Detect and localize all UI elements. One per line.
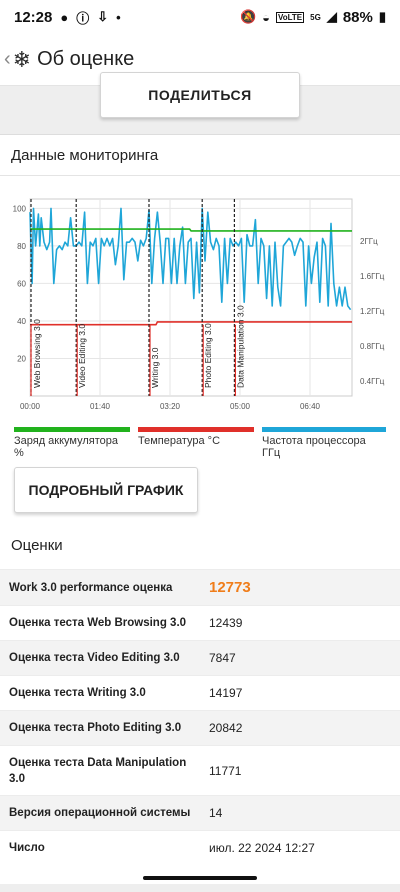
- legend-battery-swatch: [14, 427, 130, 432]
- legend-cpu-label: Частота процессора ГГц: [262, 435, 366, 459]
- info-icon: ⓘ: [76, 10, 90, 26]
- table-row: Work 3.0 performance оценка 12773: [0, 569, 400, 605]
- overall-score-value: 12773: [209, 579, 251, 596]
- test-marker-label: Video Editing 3.0: [77, 324, 87, 388]
- test-marker-label: Writing 3.0: [150, 347, 160, 388]
- test-marker-label: Web Browsing 3.0: [32, 319, 42, 388]
- battery-line: [30, 228, 352, 232]
- scores-title: Оценки: [11, 537, 63, 554]
- legend-temperature-label: Температура °C: [138, 435, 221, 447]
- table-row: Оценка теста Video Editing 3.0 7847: [0, 640, 400, 675]
- table-row: Версия операционной системы 14: [0, 795, 400, 830]
- x-tick-label: 00:00: [20, 402, 41, 411]
- y-left-tick-label: 20: [17, 354, 26, 363]
- legend-temperature-swatch: [138, 427, 254, 432]
- table-row: Оценка теста Photo Editing 3.0 20842: [0, 710, 400, 745]
- row-label: Оценка теста Photo Editing 3.0: [9, 722, 182, 734]
- gesture-nav-handle[interactable]: [143, 876, 257, 880]
- row-value: 7847: [209, 651, 236, 665]
- page-title: Об оценке: [37, 48, 135, 70]
- test-marker-label: Photo Editing 3.0: [203, 323, 213, 388]
- y-left-tick-label: 100: [13, 204, 27, 213]
- monitoring-chart: 20 40 60 80 100 0.4ГГц 0.8ГГц 1.2ГГц 1.6ГГц 2ГГц 0…: [13, 198, 385, 411]
- y-right-tick-label: 1.2ГГц: [360, 307, 385, 316]
- back-icon[interactable]: ‹: [4, 48, 11, 70]
- y-right-tick-label: 2ГГц: [360, 237, 378, 246]
- status-time: 12:28: [14, 8, 53, 26]
- battery-icon: ▮: [378, 9, 386, 24]
- legend-battery-label: Заряд аккумулятора %: [14, 435, 119, 459]
- row-value: 14197: [209, 686, 243, 700]
- snowflake-logo-icon: ❄: [12, 46, 32, 72]
- volte-badge: VoLTE: [275, 11, 305, 23]
- y-left-tick-label: 40: [17, 317, 26, 326]
- x-tick-label: 06:40: [300, 402, 321, 411]
- temperature-line: [30, 321, 352, 326]
- cpu-frequency-line: [29, 207, 352, 311]
- share-button[interactable]: ПОДЕЛИТЬСЯ: [100, 72, 300, 118]
- x-tick-label: 01:40: [90, 402, 111, 411]
- mute-icon: 🔕: [239, 9, 257, 24]
- detail-graph-button[interactable]: ПОДРОБНЫЙ ГРАФИК: [14, 467, 198, 513]
- divider: [0, 175, 400, 176]
- legend-cpu: Частота процессора ГГц: [262, 427, 386, 459]
- row-value: 12439: [209, 616, 243, 630]
- y-right-tick-label: 0.8ГГц: [360, 342, 385, 351]
- table-row: Оценка теста Web Browsing 3.0 12439: [0, 605, 400, 640]
- legend-temperature: Температура °C: [138, 427, 254, 459]
- chat-icon: ●: [60, 9, 69, 25]
- dot-icon: •: [116, 9, 121, 25]
- table-row: Число июл. 22 2024 12:27: [0, 830, 400, 864]
- download-icon: ⇩: [97, 9, 109, 24]
- test-marker-label: Data Manipulation 3.0: [235, 305, 245, 388]
- chart-legend: Заряд аккумулятора % Температура °C Част…: [14, 427, 386, 459]
- legend-battery: Заряд аккумулятора %: [14, 427, 130, 459]
- scores-table: Work 3.0 performance оценка 12773 Оценка т…: [0, 569, 400, 864]
- status-bar: 12:28 ● ⓘ ⇩ • 🔕 ◒ VoLTE 5G ◢ 88% ▮: [0, 0, 400, 34]
- monitoring-title: Данные мониторинга: [11, 147, 159, 164]
- row-value: 20842: [209, 721, 243, 735]
- row-label: Оценка теста Data Manipulation 3.0: [9, 756, 187, 785]
- row-label: Версия операционной системы: [9, 807, 191, 819]
- row-value: 14: [209, 806, 223, 820]
- y-right-tick-label: 0.4ГГц: [360, 377, 385, 386]
- row-label: Оценка теста Web Browsing 3.0: [9, 617, 187, 629]
- row-label: Оценка теста Writing 3.0: [9, 687, 146, 699]
- x-tick-label: 03:20: [160, 402, 181, 411]
- row-value: 11771: [209, 763, 242, 778]
- network-gen: 5G: [310, 12, 321, 22]
- legend-cpu-swatch: [262, 427, 386, 432]
- y-left-tick-label: 60: [17, 279, 26, 288]
- signal-icon: ◢: [326, 9, 337, 24]
- battery-percent: 88%: [342, 8, 373, 26]
- status-notification-icons: ● ⓘ ⇩ •: [60, 8, 120, 27]
- row-label: Число: [9, 841, 45, 854]
- row-value: июл. 22 2024 12:27: [209, 840, 315, 855]
- wifi-icon: ◒: [262, 9, 270, 25]
- table-row: Оценка теста Writing 3.0 14197: [0, 675, 400, 710]
- results-card: Данные мониторинга 20 40 60 80 100 0.4ГГц 0.8Г…: [0, 134, 400, 884]
- row-label: Оценка теста Video Editing 3.0: [9, 652, 180, 664]
- x-tick-label: 05:00: [230, 402, 251, 411]
- y-left-tick-label: 80: [17, 242, 26, 251]
- table-row: Оценка теста Data Manipulation 3.0 11771: [0, 745, 400, 795]
- row-label: Work 3.0 performance оценка: [9, 581, 173, 594]
- y-right-tick-label: 1.6ГГц: [360, 272, 385, 281]
